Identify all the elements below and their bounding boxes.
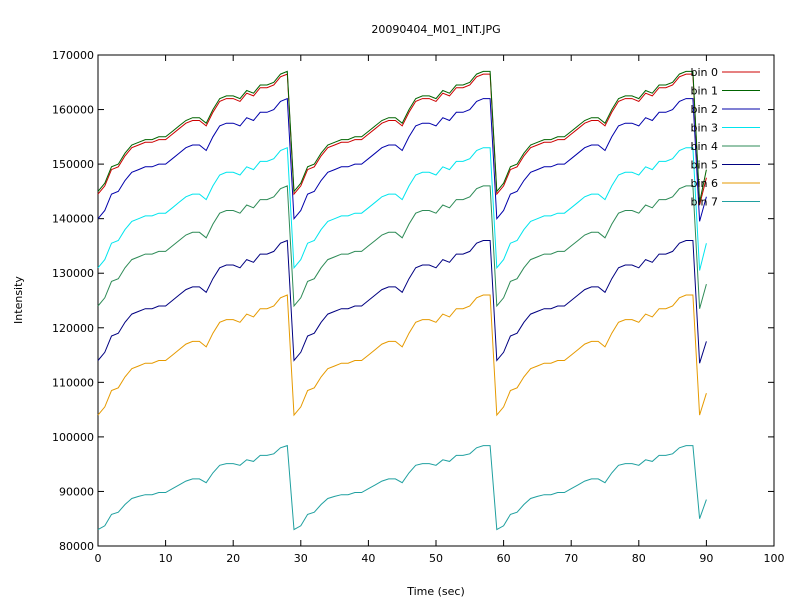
y-tick-label: 100000 — [52, 431, 94, 444]
plot-frame — [97, 54, 775, 547]
axis-ticks: 0 10 20 30 40 50 60 70 80 90 100 80000 90000 100000 11… — [52, 49, 785, 565]
y-tick-label: 90000 — [59, 485, 94, 498]
x-tick-label: 100 — [764, 552, 785, 565]
x-tick-label: 40 — [361, 552, 375, 565]
series-line-bin-1 — [97, 70, 707, 203]
legend-label-bin-2: bin 2 — [690, 103, 718, 116]
series-lines — [97, 70, 707, 531]
x-tick-label: 70 — [564, 552, 578, 565]
series-line-bin-0 — [97, 73, 707, 206]
y-tick-label: 120000 — [52, 322, 94, 335]
series-line-bin-3 — [97, 146, 707, 271]
series-line-bin-7 — [97, 444, 707, 531]
legend-label-bin-4: bin 4 — [690, 140, 718, 153]
legend-label-bin-0: bin 0 — [690, 66, 718, 79]
chart-title: 20090404_M01_INT.JPG — [371, 23, 500, 36]
legend-label-bin-3: bin 3 — [690, 122, 718, 135]
y-tick-label: 160000 — [52, 104, 94, 117]
series-line-bin-4 — [97, 185, 707, 309]
legend-label-bin-5: bin 5 — [690, 159, 718, 172]
series-line-bin-2 — [97, 97, 707, 222]
legend-label-bin-1: bin 1 — [690, 85, 718, 98]
y-tick-label: 110000 — [52, 376, 94, 389]
legend: bin 0 bin 1 bin 2 bin 3 bin 4 bin 5 bin 6 bin 7 — [690, 66, 760, 209]
x-tick-label: 30 — [294, 552, 308, 565]
x-tick-label: 10 — [159, 552, 173, 565]
series-line-bin-5 — [97, 239, 707, 364]
x-axis-label: Time (sec) — [406, 585, 465, 598]
y-tick-label: 170000 — [52, 49, 94, 62]
y-axis-label: Intensity — [12, 276, 25, 324]
y-tick-label: 150000 — [52, 158, 94, 171]
y-tick-label: 130000 — [52, 267, 94, 280]
x-tick-label: 0 — [95, 552, 102, 565]
x-tick-label: 60 — [497, 552, 511, 565]
y-tick-label: 80000 — [59, 540, 94, 553]
legend-label-bin-7: bin 7 — [690, 196, 718, 209]
y-tick-label: 140000 — [52, 213, 94, 226]
x-tick-label: 20 — [226, 552, 240, 565]
x-tick-label: 80 — [632, 552, 646, 565]
legend-label-bin-6: bin 6 — [690, 177, 718, 190]
x-tick-label: 50 — [429, 552, 443, 565]
x-tick-label: 90 — [699, 552, 713, 565]
series-line-bin-6 — [97, 294, 707, 417]
